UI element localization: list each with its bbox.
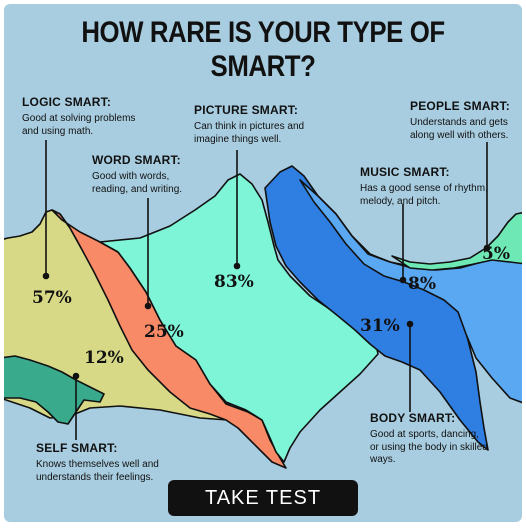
music-title: MUSIC SMART: <box>360 165 450 179</box>
picture-leader-dot <box>233 262 241 270</box>
self-band <box>4 355 105 425</box>
body-percent: 31% <box>360 316 400 336</box>
word-label: WORD SMART: Good with words, reading, an… <box>92 154 192 196</box>
picture-title: PICTURE SMART: <box>194 103 299 117</box>
music-desc: Has a good sense of rhythm, melody, and … <box>360 183 488 207</box>
music-percent: 8% <box>408 274 436 294</box>
self-percent: 12% <box>84 348 124 368</box>
word-desc: Good with words, reading, and writing. <box>92 171 183 195</box>
logic-label: LOGIC SMART: Good at solving problems an… <box>22 96 152 138</box>
picture-percent: 83% <box>214 272 254 292</box>
logic-title: LOGIC SMART: <box>22 95 112 109</box>
word-leader-dot <box>144 302 152 310</box>
music-label: MUSIC SMART: Has a good sense of rhythm,… <box>360 166 490 208</box>
people-desc: Understands and gets along well with oth… <box>410 117 509 141</box>
people-label: PEOPLE SMART: Understands and gets along… <box>410 100 518 142</box>
word-title: WORD SMART: <box>92 153 181 167</box>
body-title: BODY SMART: <box>370 411 456 425</box>
people-leader-dot <box>483 244 491 252</box>
people-band <box>391 211 522 271</box>
body-label: BODY SMART: Good at sports, dancing, or … <box>370 412 490 467</box>
logic-percent: 57% <box>32 288 72 308</box>
logic-desc: Good at solving problems and using math. <box>22 113 136 137</box>
self-desc: Knows themselves well and understands th… <box>36 459 159 483</box>
picture-desc: Can think in pictures and imagine things… <box>194 121 305 145</box>
word-percent: 25% <box>144 322 184 342</box>
picture-band <box>99 173 379 463</box>
body-desc: Good at sports, dancing, or using the bo… <box>370 429 488 465</box>
self-title: SELF SMART: <box>36 441 118 455</box>
self-label: SELF SMART: Knows themselves well and un… <box>36 442 168 484</box>
music-band <box>299 179 522 404</box>
flow-graphic <box>4 140 522 469</box>
infographic: HOW RARE IS YOUR TYPE OF SMART? <box>4 4 522 522</box>
picture-label: PICTURE SMART: Can think in pictures and… <box>194 104 312 146</box>
people-percent: 5% <box>482 244 510 264</box>
people-title: PEOPLE SMART: <box>410 99 510 113</box>
page-title: HOW RARE IS YOUR TYPE OF SMART? <box>81 16 445 83</box>
take-test-button[interactable]: TAKE TEST <box>168 480 358 516</box>
body-leader-dot <box>406 320 414 328</box>
self-leader-dot <box>72 372 80 380</box>
logic-leader-dot <box>42 272 50 280</box>
music-leader-dot <box>399 276 407 284</box>
